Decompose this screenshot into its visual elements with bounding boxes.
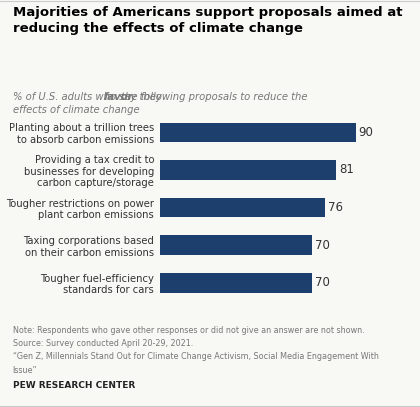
Text: “Gen Z, Millennials Stand Out for Climate Change Activism, Social Media Engageme: “Gen Z, Millennials Stand Out for Climat…: [13, 352, 378, 361]
Text: Source: Survey conducted April 20-29, 2021.: Source: Survey conducted April 20-29, 20…: [13, 339, 193, 348]
Text: Issue”: Issue”: [13, 366, 37, 375]
Bar: [160, 273, 312, 293]
Bar: [160, 198, 326, 217]
Text: the following proposals to reduce the: the following proposals to reduce the: [118, 92, 308, 102]
Bar: [160, 235, 312, 255]
Text: effects of climate change: effects of climate change: [13, 105, 139, 115]
Text: favor: favor: [103, 92, 133, 102]
Text: Majorities of Americans support proposals aimed at
reducing the effects of clima: Majorities of Americans support proposal…: [13, 6, 402, 35]
Text: 76: 76: [328, 201, 343, 214]
Bar: [160, 160, 336, 180]
Text: 81: 81: [339, 164, 354, 177]
Text: 90: 90: [359, 126, 373, 139]
Text: Note: Respondents who gave other responses or did not give an answer are not sho: Note: Respondents who gave other respons…: [13, 326, 364, 335]
Text: 70: 70: [315, 276, 330, 289]
Text: % of U.S. adults who say they: % of U.S. adults who say they: [13, 92, 165, 102]
Bar: [160, 123, 356, 142]
Text: 70: 70: [315, 239, 330, 252]
Text: PEW RESEARCH CENTER: PEW RESEARCH CENTER: [13, 381, 135, 390]
